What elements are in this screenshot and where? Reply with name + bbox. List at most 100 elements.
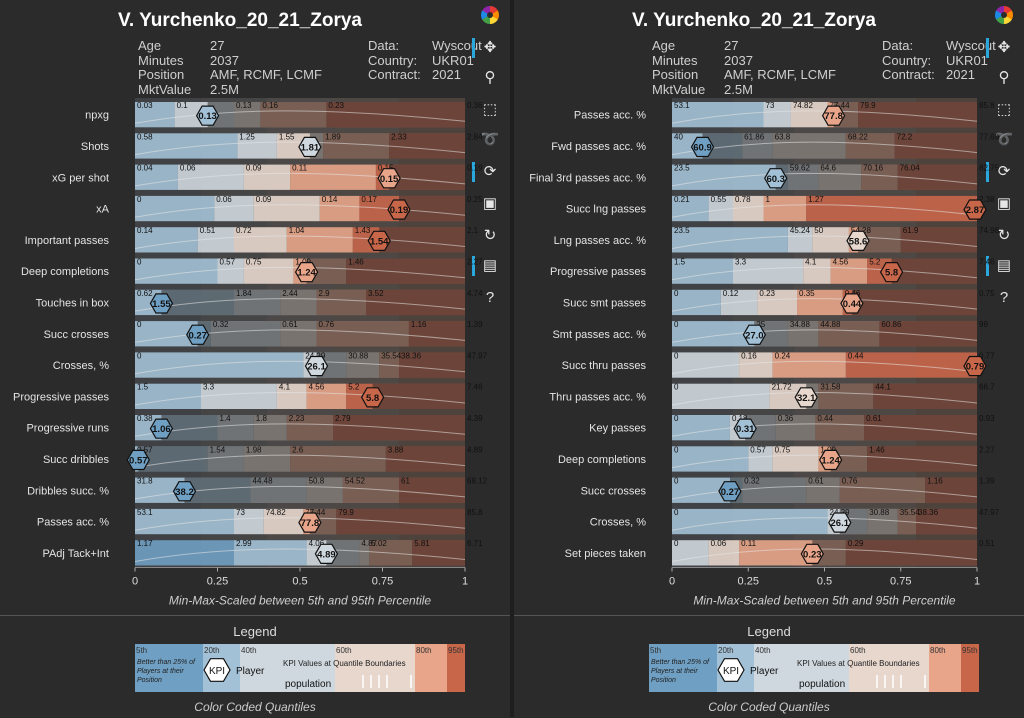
box-select-icon[interactable]: ⬚ xyxy=(482,101,498,118)
quantile-boundary-label: 68.12 xyxy=(467,477,488,486)
wheel-zoom-icon[interactable]: ⟳ xyxy=(986,160,1016,184)
population-curve xyxy=(134,423,466,437)
quantile-boundary-label: 1.55 xyxy=(279,132,295,141)
quantile-boundary-label: 1.84 xyxy=(236,289,252,298)
quantile-boundary-label: 4.1 xyxy=(279,383,291,392)
data-source-label: Country: xyxy=(882,52,932,68)
category-label: Deep completions xyxy=(558,454,647,466)
legend-quantile-text: KPI Values at Quantile Boundaries xyxy=(797,659,920,668)
quantile-segment xyxy=(720,289,758,316)
info-value: AMF, RCMF, LCMF xyxy=(210,67,322,82)
category-label: Touches in box xyxy=(36,297,110,309)
x-tick-label: 0.25 xyxy=(738,576,759,588)
quantile-segment xyxy=(812,227,849,253)
box-select-icon[interactable]: ⬚ xyxy=(996,101,1012,118)
help-icon[interactable]: ? xyxy=(485,289,495,306)
quantile-boundary-label: 0.23 xyxy=(328,101,344,110)
population-curve xyxy=(134,110,466,124)
category-label: Final 3rd passes acc. % xyxy=(529,172,646,184)
data-source-value: 2021 xyxy=(432,67,461,82)
player-marker xyxy=(298,136,322,158)
wheel-zoom-icon[interactable]: ⟳ xyxy=(472,160,502,184)
player-value: 1.24 xyxy=(297,268,316,279)
category-label: Progressive passes xyxy=(550,266,646,278)
player-value: 1.24 xyxy=(821,455,840,466)
quantile-segment xyxy=(286,227,353,253)
quantile-segment xyxy=(672,102,764,128)
quantile-segment xyxy=(135,540,234,566)
quantile-boundary-label: 1.8 xyxy=(256,414,268,423)
info-value: AMF, RCMF, LCMF xyxy=(724,67,836,82)
population-curve xyxy=(134,454,466,469)
pan-icon[interactable]: ✥ xyxy=(986,36,1016,60)
data-source-value: UKR01 xyxy=(946,52,988,68)
hover-icon[interactable]: ▤ xyxy=(986,254,1016,278)
info-value: 2037 xyxy=(210,52,239,68)
reset-icon[interactable]: ↻ xyxy=(997,227,1011,244)
quantile-boundary-label: 4.39 xyxy=(467,414,483,423)
x-tick-label: 0.75 xyxy=(372,576,393,588)
player-marker xyxy=(690,136,715,158)
bokeh-logo-icon xyxy=(992,4,1016,28)
quantile-boundary-label: 0.58 xyxy=(137,132,153,141)
player-value: 77.8 xyxy=(301,518,320,529)
quantile-segment xyxy=(672,383,770,409)
beyond-player-mask xyxy=(197,321,465,347)
quantile-boundary-label: 1.25 xyxy=(239,132,255,141)
quantile-segment xyxy=(135,133,238,159)
quantile-boundary-label: 2.38 xyxy=(979,195,995,204)
help-icon[interactable]: ? xyxy=(999,289,1009,306)
quantile-boundary-label: 3.88 xyxy=(388,445,404,454)
reset-icon[interactable]: ↻ xyxy=(483,227,497,244)
player-marker xyxy=(794,387,818,408)
data-source-label: Country: xyxy=(368,52,418,68)
population-curve xyxy=(134,298,466,312)
save-icon[interactable]: ▣ xyxy=(482,195,498,212)
x-axis-title: Min-Max-Scaled between 5th and 95th Perc… xyxy=(169,594,431,608)
lasso-icon[interactable]: ➰ xyxy=(994,131,1014,148)
quantile-boundary-label: 23.5 xyxy=(674,164,690,173)
quantile-segment xyxy=(217,258,244,284)
quantile-boundary-label: 2.44 xyxy=(282,289,298,298)
quantile-boundary-label: 1.16 xyxy=(411,320,427,329)
player-marker xyxy=(172,481,197,502)
quantile-boundary-label: 0.11 xyxy=(292,164,308,173)
lasso-icon[interactable]: ➰ xyxy=(480,131,500,148)
info-value: 27 xyxy=(210,38,225,53)
player-marker xyxy=(764,168,788,189)
quantile-segment xyxy=(319,195,360,222)
legend-player-label: Player xyxy=(236,666,265,677)
quantile-boundary-label: 3.3 xyxy=(735,258,747,267)
hover-icon[interactable]: ▤ xyxy=(472,254,502,278)
quantile-boundary-label: 0.23 xyxy=(759,289,775,298)
quantile-boundary-label: 4.1 xyxy=(805,258,817,267)
quantile-segment xyxy=(763,195,807,222)
zoom-icon[interactable]: ⚲ xyxy=(998,69,1010,86)
quantile-boundary-label: 0.11 xyxy=(741,539,757,548)
quantile-boundary-label: 2.23 xyxy=(289,414,305,423)
beyond-player-mask xyxy=(389,164,465,190)
quantile-boundary-label: 1.54 xyxy=(210,445,226,454)
legend-footer: Color Coded Quantiles xyxy=(708,700,830,714)
legend: Legend 5th 20th 40th 60th 80th 95th KPI Player KP… xyxy=(0,615,510,718)
category-label: Progressive passes xyxy=(13,391,109,403)
zoom-icon[interactable]: ⚲ xyxy=(484,69,496,86)
quantile-boundary-label: 0.57 xyxy=(220,258,236,267)
quantile-boundary-label: 40 xyxy=(674,132,683,141)
quantile-boundary-label: 6.71 xyxy=(467,539,483,548)
population-curve xyxy=(134,141,466,156)
player-value: 26.1 xyxy=(307,362,326,373)
quantile-boundary-label: 2.84 xyxy=(467,132,483,141)
legend-color-bar: 5th 20th 40th 60th 80th 95th KPI Player KPI Valu… xyxy=(649,644,979,692)
x-tick-label: 0 xyxy=(669,576,675,588)
save-icon[interactable]: ▣ xyxy=(996,195,1012,212)
quantile-boundary-label: 47.97 xyxy=(467,351,488,360)
quantile-boundary-label: 23.5 xyxy=(674,226,690,235)
pan-icon[interactable]: ✥ xyxy=(472,36,502,60)
quantile-boundary-label: 0.25 xyxy=(467,195,483,204)
player-value: 5.8 xyxy=(885,268,898,279)
legend-swatch xyxy=(961,644,979,692)
legend-quantile-label: 40th xyxy=(241,646,257,655)
player-value: 4.89 xyxy=(317,549,336,560)
player-marker xyxy=(742,324,767,345)
